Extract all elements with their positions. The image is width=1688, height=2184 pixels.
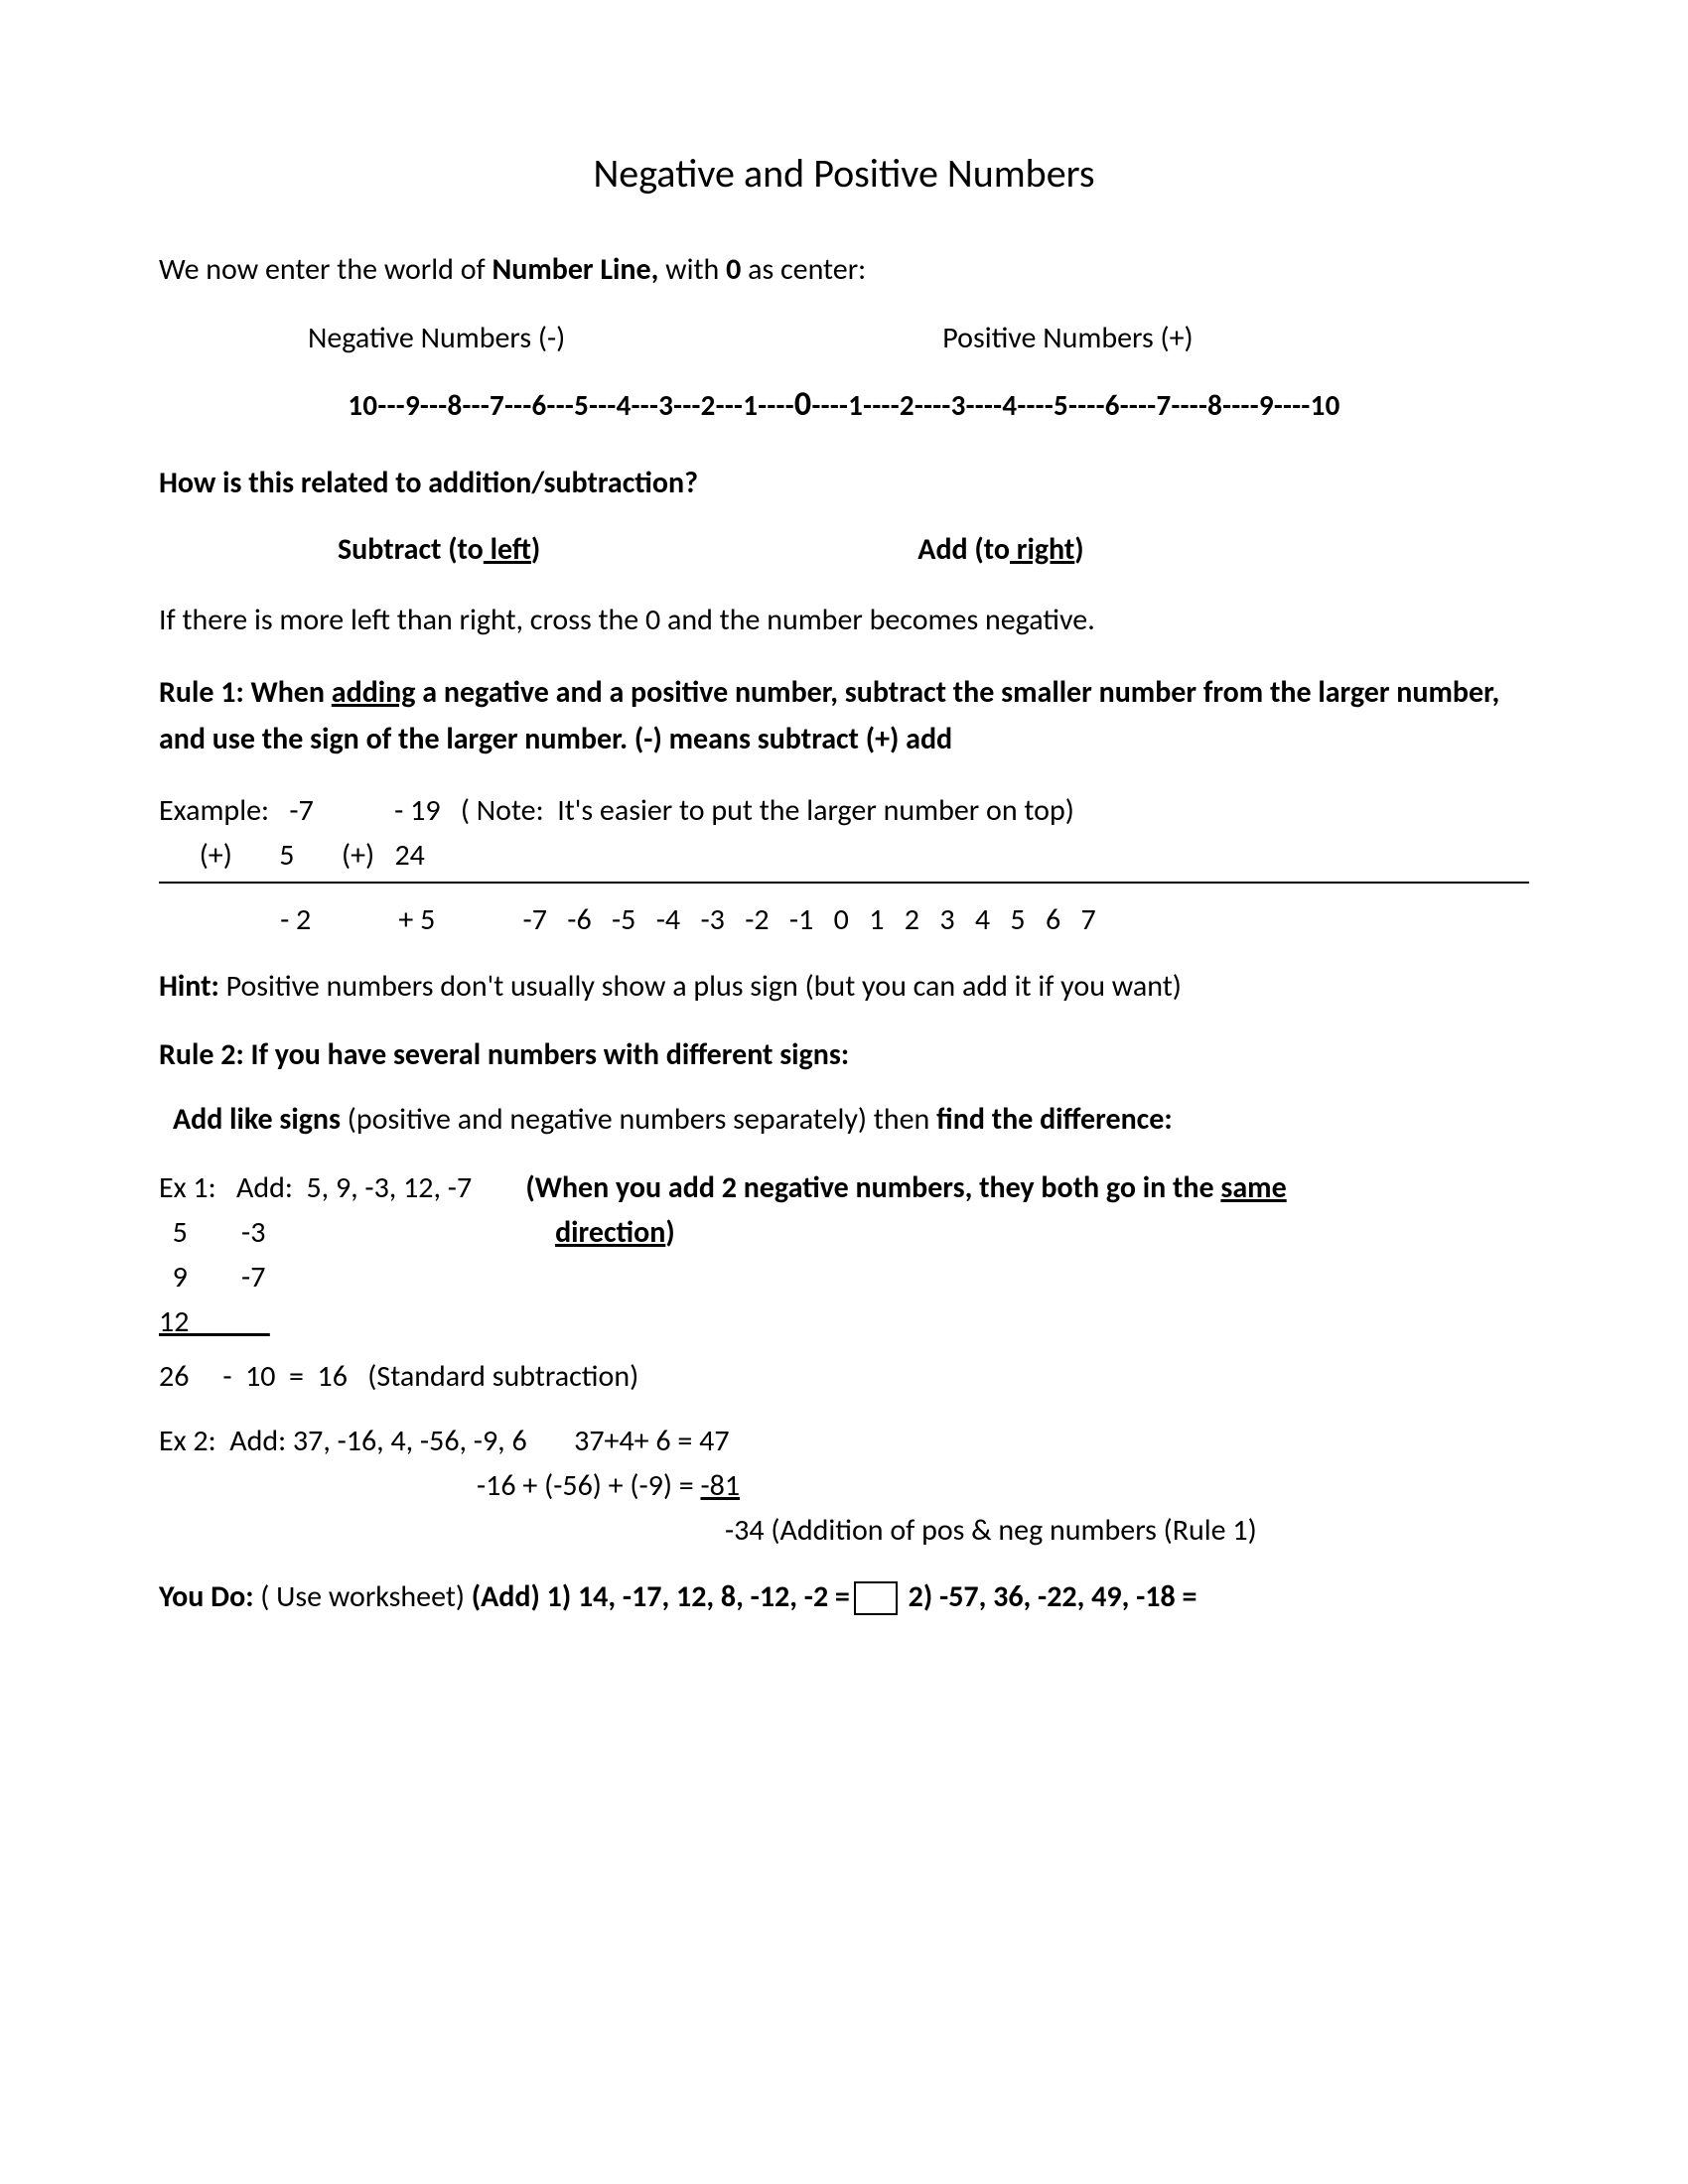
ex1-direction: direction (555, 1214, 665, 1251)
hint-line: Hint: Positive numbers don't usually sho… (159, 968, 1529, 1005)
addlike-b1: Add like signs (173, 1101, 341, 1138)
sign-labels-row: Negative Numbers (-) Positive Numbers (+… (159, 320, 1529, 356)
ex2-neg81: -81 (700, 1467, 740, 1504)
add-right: right (1010, 531, 1074, 568)
sub-tail: ) (531, 531, 540, 568)
youdo-mid: ( Use worksheet) (254, 1578, 472, 1615)
ex1-header: Ex 1: Add: 5, 9, -3, 12, -7 (When you ad… (159, 1169, 1529, 1206)
addlike-mid: (positive and negative numbers separatel… (341, 1101, 936, 1138)
ex1-same: same (1220, 1169, 1286, 1206)
worksheet-page: Negative and Positive Numbers We now ent… (0, 0, 1688, 2184)
sub-left: left (484, 531, 531, 568)
ex2-line2-lead: -16 + (-56) + (-9) = (477, 1467, 700, 1504)
rule1-lead: Rule 1: When (159, 674, 332, 711)
add-like-signs: Add like signs (positive and negative nu… (173, 1097, 1529, 1142)
numline-right: ----1----2----3----4----5----6----7----8… (811, 387, 1339, 423)
you-do-line: You Do: ( Use worksheet) (Add) 1) 14, -1… (159, 1578, 1529, 1616)
ex1-row3: 12 (159, 1303, 1529, 1340)
ex2-line2: -16 + (-56) + (-9) = -81 (477, 1467, 1529, 1504)
example-rule-divider (159, 882, 1529, 884)
positive-label: Positive Numbers (+) (942, 320, 1193, 356)
ex2-line1: Ex 2: Add: 37, -16, 4, -56, -9, 6 37+4+ … (159, 1423, 1529, 1459)
intro-numberline: Number Line, (492, 251, 658, 288)
intro-zero: 0 (726, 251, 741, 288)
addlike-b2: find the difference: (936, 1101, 1173, 1138)
ex1-twelve: 12 (159, 1303, 278, 1340)
ex1-row2: 9 -7 (159, 1259, 1529, 1296)
rule-2: Rule 2: If you have several numbers with… (159, 1032, 1529, 1079)
example-1-block: Ex 1: Add: 5, 9, -3, 12, -7 (When you ad… (159, 1169, 1529, 1395)
answer-box-1[interactable] (854, 1581, 898, 1615)
relation-question: How is this related to addition/subtract… (159, 465, 1529, 501)
ex1-row4: 26 - 10 = 16 (Standard subtraction) (159, 1358, 1529, 1395)
intro-mid: with (658, 251, 726, 288)
ex1-row1: 5 -3 direction) (159, 1214, 1529, 1251)
negative-label: Negative Numbers (-) (308, 320, 565, 356)
cross-zero-note: If there is more left than right, cross … (159, 598, 1529, 642)
intro-paragraph: We now enter the world of Number Line, w… (159, 247, 1529, 292)
ex1-bold-lead: (When you add 2 negative numbers, they b… (525, 1169, 1220, 1206)
numline-zero: 0 (794, 384, 812, 425)
subtract-label: Subtract (to left) (338, 531, 540, 568)
add-label: Add (to right) (917, 531, 1083, 568)
page-title: Negative and Positive Numbers (159, 149, 1529, 198)
add-tail: ) (1074, 531, 1083, 568)
youdo-label: You Do: (159, 1578, 254, 1615)
example-2-block: Ex 2: Add: 37, -16, 4, -56, -9, 6 37+4+ … (159, 1423, 1529, 1549)
hint-text: Positive numbers don't usually show a pl… (219, 968, 1182, 1005)
rule1-adding: adding (332, 674, 416, 711)
add-lead: Add (to (917, 531, 1010, 568)
rule-1: Rule 1: When adding a negative and a pos… (159, 670, 1529, 762)
ex1-lead: Ex 1: Add: 5, 9, -3, 12, -7 (159, 1169, 525, 1206)
hint-label: Hint: (159, 968, 219, 1005)
youdo-q2: 2) -57, 36, -22, 49, -18 = (909, 1578, 1197, 1615)
sub-lead: Subtract (to (338, 531, 484, 568)
operations-row: Subtract (to left) Add (to right) (159, 531, 1529, 568)
ex1-dir-tail: ) (665, 1214, 674, 1251)
youdo-q1: (Add) 1) 14, -17, 12, 8, -12, -2 = (472, 1578, 850, 1615)
example-line-2: (+) 5 (+) 24 (159, 837, 1529, 874)
example-line-3: - 2 + 5 -7 -6 -5 -4 -3 -2 -1 0 1 2 3 4 5… (159, 901, 1529, 938)
intro-tail: as center: (741, 251, 866, 288)
ex2-line3: -34 (Addition of pos & neg numbers (Rule… (725, 1512, 1529, 1549)
example-line-1: Example: -7 - 19 ( Note: It's easier to … (159, 792, 1529, 829)
ex1-row1-nums: 5 -3 (159, 1214, 555, 1251)
number-line: 10---9---8---7---6---5---4---3---2---1--… (159, 384, 1529, 425)
numline-left: 10---9---8---7---6---5---4---3---2---1--… (348, 387, 794, 423)
intro-lead: We now enter the world of (159, 251, 492, 288)
